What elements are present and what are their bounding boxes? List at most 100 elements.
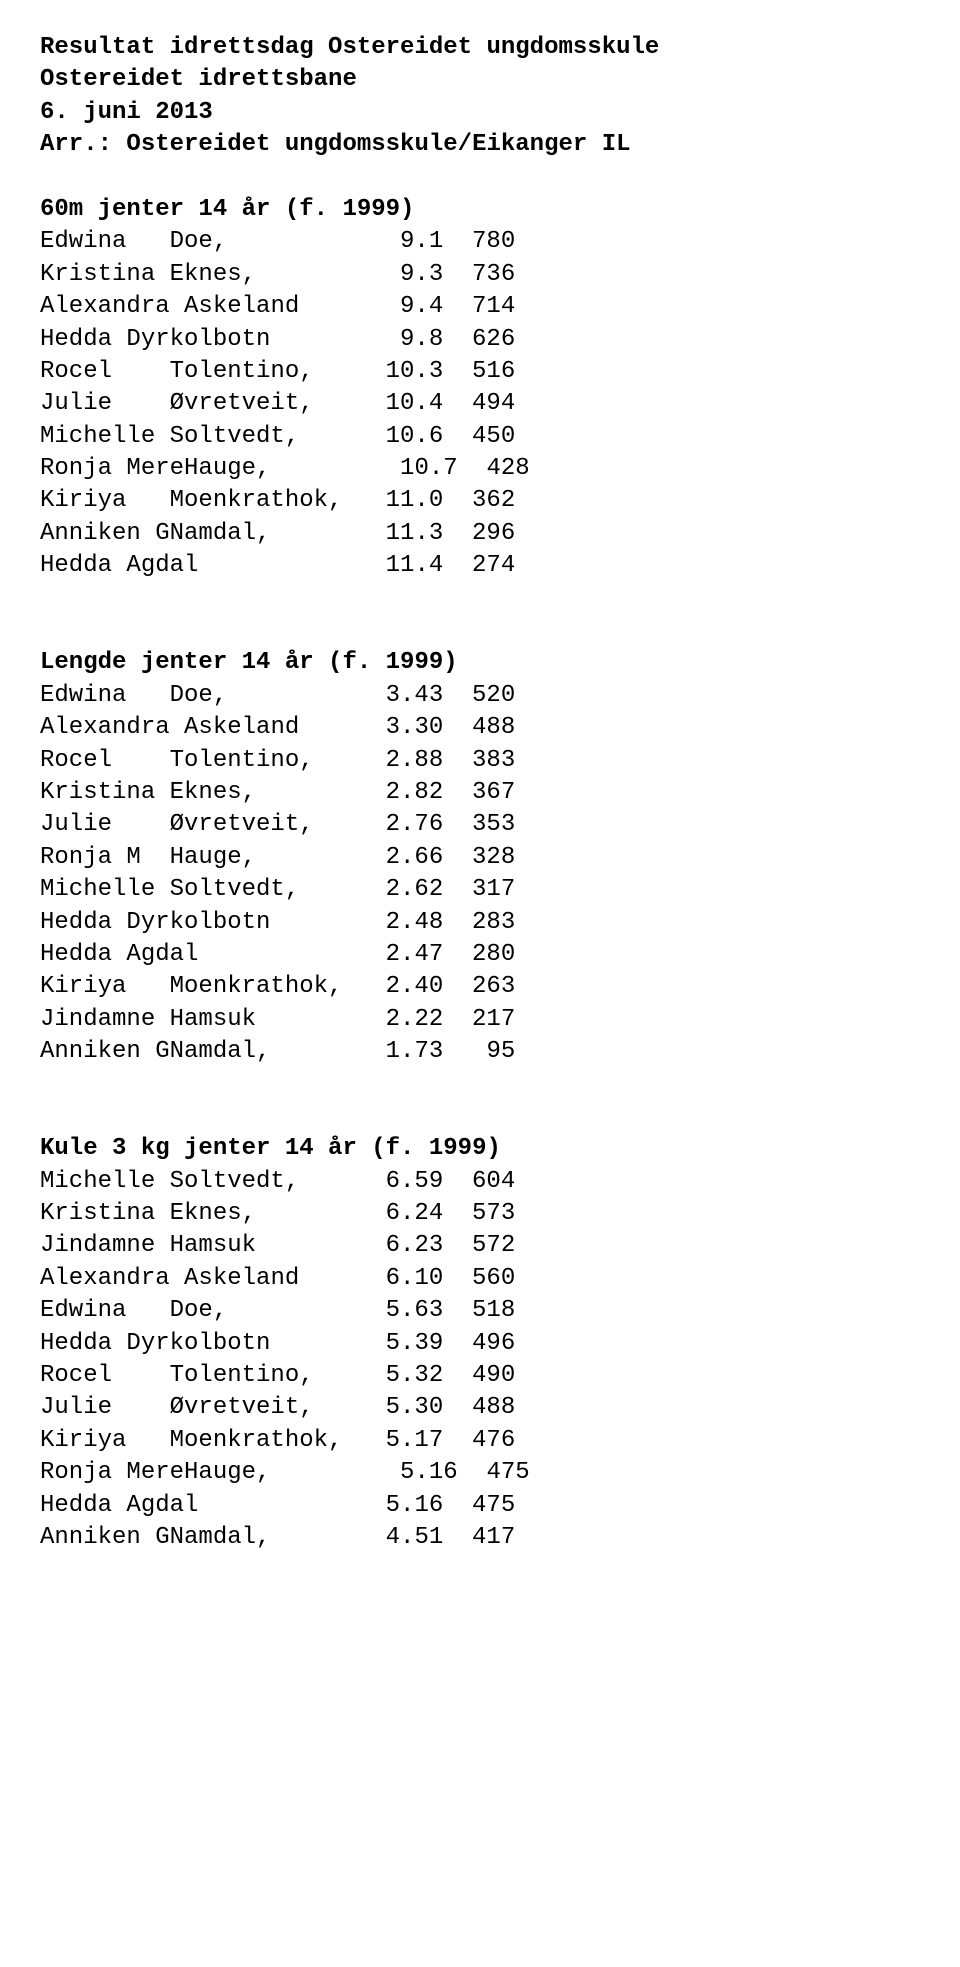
document-header: Resultat idrettsdag Ostereidet ungdomssk… bbox=[40, 32, 920, 162]
athlete-last: Hauge, bbox=[184, 1457, 371, 1489]
result-row: KristinaEknes,9.3736 bbox=[40, 259, 920, 291]
section-title: 60m jenter 14 år (f. 1999) bbox=[40, 194, 920, 226]
score-value: 367 bbox=[443, 777, 515, 809]
venue: Ostereidet idrettsbane bbox=[40, 64, 920, 96]
athlete-first: Julie bbox=[40, 1392, 170, 1424]
athlete-first: Michelle bbox=[40, 874, 170, 906]
result-value: 10.3 bbox=[357, 356, 443, 388]
score-value: 518 bbox=[443, 1295, 515, 1327]
result-row: MichelleSoltvedt,6.59604 bbox=[40, 1166, 920, 1198]
score-value: 217 bbox=[443, 1004, 515, 1036]
result-row: EdwinaDoe,5.63518 bbox=[40, 1295, 920, 1327]
result-row: Hedda Agdal11.4274 bbox=[40, 550, 920, 582]
result-value: 2.82 bbox=[357, 777, 443, 809]
score-value: 714 bbox=[443, 291, 515, 323]
result-value: 11.0 bbox=[357, 485, 443, 517]
result-value: 2.48 bbox=[357, 907, 443, 939]
result-value: 5.16 bbox=[371, 1457, 457, 1489]
result-value: 6.23 bbox=[357, 1230, 443, 1262]
result-row: Hedda Agdal5.16475 bbox=[40, 1490, 920, 1522]
athlete-name: Hedda Agdal bbox=[40, 550, 357, 582]
athlete-name: Alexandra Askeland bbox=[40, 712, 357, 744]
score-value: 280 bbox=[443, 939, 515, 971]
athlete-first: Ronja M bbox=[40, 842, 170, 874]
result-row: Alexandra Askeland9.4714 bbox=[40, 291, 920, 323]
result-row: Hedda Agdal2.47280 bbox=[40, 939, 920, 971]
result-value: 2.40 bbox=[357, 971, 443, 1003]
athlete-last: Namdal, bbox=[170, 518, 357, 550]
result-value: 2.88 bbox=[357, 745, 443, 777]
score-value: 736 bbox=[443, 259, 515, 291]
result-value: 5.16 bbox=[357, 1490, 443, 1522]
score-value: 476 bbox=[443, 1425, 515, 1457]
athlete-last: Soltvedt, bbox=[170, 421, 357, 453]
result-value: 10.6 bbox=[357, 421, 443, 453]
result-row: Anniken GNamdal,1.7395 bbox=[40, 1036, 920, 1068]
result-row: Alexandra Askeland3.30488 bbox=[40, 712, 920, 744]
score-value: 450 bbox=[443, 421, 515, 453]
result-value: 5.63 bbox=[357, 1295, 443, 1327]
result-value: 10.4 bbox=[357, 388, 443, 420]
athlete-last: Eknes, bbox=[170, 1198, 357, 1230]
result-value: 6.59 bbox=[357, 1166, 443, 1198]
athlete-last: Hauge, bbox=[170, 842, 357, 874]
score-value: 274 bbox=[443, 550, 515, 582]
athlete-last: Øvretveit, bbox=[170, 1392, 357, 1424]
athlete-first: Anniken G bbox=[40, 1036, 170, 1068]
score-value: 516 bbox=[443, 356, 515, 388]
athlete-last: Namdal, bbox=[170, 1036, 357, 1068]
score-value: 95 bbox=[443, 1036, 515, 1068]
athlete-name: Jindamne Hamsuk bbox=[40, 1004, 357, 1036]
result-value: 11.4 bbox=[357, 550, 443, 582]
result-row: MichelleSoltvedt,10.6450 bbox=[40, 421, 920, 453]
athlete-name: Hedda Agdal bbox=[40, 939, 357, 971]
score-value: 780 bbox=[443, 226, 515, 258]
athlete-last: Doe, bbox=[170, 226, 357, 258]
result-row: RocelTolentino,10.3516 bbox=[40, 356, 920, 388]
athlete-first: Julie bbox=[40, 388, 170, 420]
score-value: 353 bbox=[443, 809, 515, 841]
result-value: 10.7 bbox=[371, 453, 457, 485]
score-value: 475 bbox=[443, 1490, 515, 1522]
athlete-first: Kiriya bbox=[40, 971, 170, 1003]
result-value: 11.3 bbox=[357, 518, 443, 550]
athlete-first: Kiriya bbox=[40, 485, 170, 517]
result-row: KiriyaMoenkrathok,2.40263 bbox=[40, 971, 920, 1003]
result-row: EdwinaDoe,9.1780 bbox=[40, 226, 920, 258]
athlete-last: Øvretveit, bbox=[170, 388, 357, 420]
athlete-name: Alexandra Askeland bbox=[40, 291, 357, 323]
result-row: Jindamne Hamsuk2.22217 bbox=[40, 1004, 920, 1036]
athlete-last: Soltvedt, bbox=[170, 874, 357, 906]
result-value: 2.66 bbox=[357, 842, 443, 874]
result-value: 5.32 bbox=[357, 1360, 443, 1392]
athlete-first: Ronja Mere bbox=[40, 453, 184, 485]
result-row: Hedda Dyrkolbotn2.48283 bbox=[40, 907, 920, 939]
score-value: 560 bbox=[443, 1263, 515, 1295]
athlete-first: Kiriya bbox=[40, 1425, 170, 1457]
result-row: Ronja MereHauge,5.16475 bbox=[40, 1457, 920, 1489]
result-value: 2.22 bbox=[357, 1004, 443, 1036]
result-value: 6.10 bbox=[357, 1263, 443, 1295]
result-row: EdwinaDoe,3.43520 bbox=[40, 680, 920, 712]
date: 6. juni 2013 bbox=[40, 97, 920, 129]
result-row: Hedda Dyrkolbotn9.8626 bbox=[40, 324, 920, 356]
score-value: 475 bbox=[458, 1457, 530, 1489]
athlete-first: Michelle bbox=[40, 421, 170, 453]
athlete-name: Alexandra Askeland bbox=[40, 1263, 357, 1295]
result-value: 5.17 bbox=[357, 1425, 443, 1457]
athlete-first: Kristina bbox=[40, 259, 170, 291]
score-value: 490 bbox=[443, 1360, 515, 1392]
result-value: 2.62 bbox=[357, 874, 443, 906]
result-row: Jindamne Hamsuk6.23572 bbox=[40, 1230, 920, 1262]
score-value: 494 bbox=[443, 388, 515, 420]
score-value: 626 bbox=[443, 324, 515, 356]
athlete-first: Rocel bbox=[40, 1360, 170, 1392]
score-value: 488 bbox=[443, 1392, 515, 1424]
athlete-first: Edwina bbox=[40, 680, 170, 712]
section-title: Kule 3 kg jenter 14 år (f. 1999) bbox=[40, 1133, 920, 1165]
result-value: 9.1 bbox=[357, 226, 443, 258]
result-value: 1.73 bbox=[357, 1036, 443, 1068]
result-value: 2.76 bbox=[357, 809, 443, 841]
athlete-first: Anniken G bbox=[40, 1522, 170, 1554]
result-row: JulieØvretveit,10.4494 bbox=[40, 388, 920, 420]
